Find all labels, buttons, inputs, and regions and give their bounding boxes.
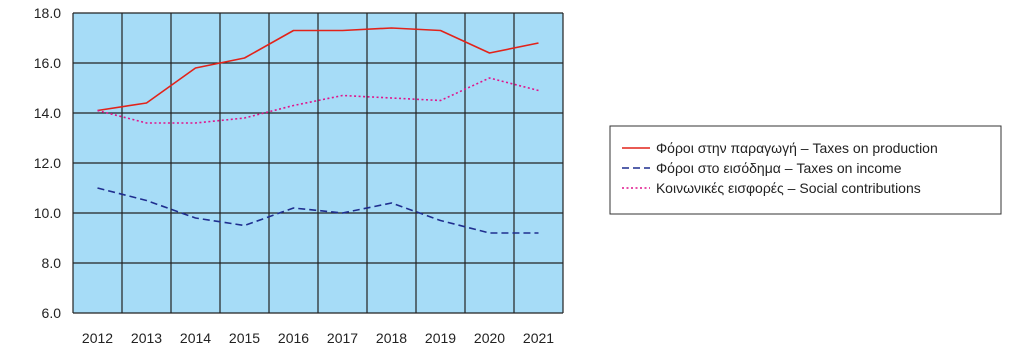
series-line-3 bbox=[97, 77, 539, 124]
x-tick-label: 2014 bbox=[180, 330, 211, 346]
x-tick-label: 2018 bbox=[376, 330, 407, 346]
x-tick-label: 2020 bbox=[474, 330, 505, 346]
y-tick-label: 16.0 bbox=[34, 55, 61, 71]
legend-label-3: Κοινωνικές εισφορές – Social contributio… bbox=[656, 180, 921, 196]
legend: Φόροι στην παραγωγή – Taxes on productio… bbox=[609, 125, 1002, 215]
axes: 6.0 8.0 10.0 12.0 14.0 16.0 18.0 2012 2013 2014 20… bbox=[34, 5, 555, 346]
y-tick-label: 12.0 bbox=[34, 155, 61, 171]
x-tick-label: 2017 bbox=[327, 330, 358, 346]
legend-box bbox=[609, 125, 1002, 215]
y-tick-label: 10.0 bbox=[34, 205, 61, 221]
x-tick-label: 2016 bbox=[278, 330, 309, 346]
y-tick-label: 14.0 bbox=[34, 105, 61, 121]
y-tick-label: 8.0 bbox=[42, 255, 62, 271]
series-line-1 bbox=[97, 27, 539, 112]
y-tick-label: 18.0 bbox=[34, 5, 61, 21]
series-lines bbox=[97, 27, 539, 234]
x-tick-label: 2015 bbox=[229, 330, 260, 346]
x-tick-label: 2019 bbox=[425, 330, 456, 346]
x-tick-label: 2012 bbox=[82, 330, 113, 346]
x-tick-label: 2021 bbox=[523, 330, 554, 346]
x-tick-label: 2013 bbox=[131, 330, 162, 346]
legend-label-2: Φόροι στο εισόδημα – Taxes on income bbox=[656, 160, 902, 176]
legend-label-1: Φόροι στην παραγωγή – Taxes on productio… bbox=[656, 140, 938, 156]
y-tick-label: 6.0 bbox=[42, 305, 62, 321]
gridlines bbox=[72, 12, 564, 314]
series-line-2 bbox=[97, 187, 539, 234]
